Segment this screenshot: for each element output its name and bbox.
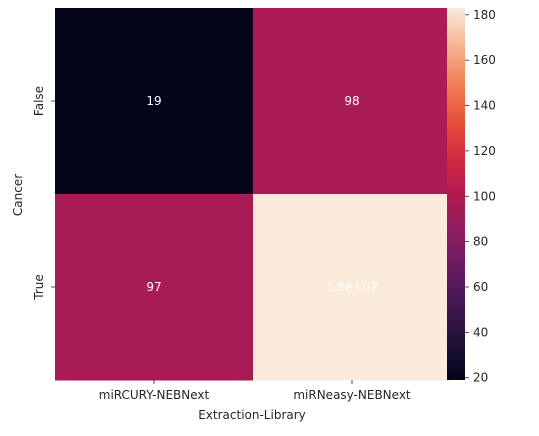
colorbar-tick-label: 100 bbox=[473, 189, 496, 203]
cell-annotations: 19 98 97 1.8e+02 bbox=[146, 94, 378, 294]
colorbar: 20 40 60 80 100 120 140 160 180 bbox=[447, 8, 496, 385]
colorbar-tick-label: 40 bbox=[473, 325, 488, 339]
x-tick-label: miRCURY-NEBNext bbox=[99, 388, 210, 402]
heatmap-cells bbox=[55, 8, 452, 381]
x-axis-label: Extraction-Library bbox=[198, 408, 306, 422]
heatmap-cell bbox=[55, 194, 254, 381]
heatmap-cell bbox=[253, 8, 452, 195]
y-axis: False True bbox=[32, 86, 55, 301]
x-axis: miRCURY-NEBNext miRNeasy-NEBNext bbox=[99, 380, 411, 402]
colorbar-tick-label: 20 bbox=[473, 371, 488, 385]
x-tick-label: miRNeasy-NEBNext bbox=[293, 388, 411, 402]
cell-annotation: 98 bbox=[344, 94, 359, 108]
y-axis-label: Cancer bbox=[11, 174, 25, 216]
heatmap-cell bbox=[55, 8, 254, 195]
y-tick-label: True bbox=[32, 274, 46, 301]
cell-annotation: 97 bbox=[146, 280, 161, 294]
colorbar-tick-label: 80 bbox=[473, 235, 488, 249]
cell-annotation: 19 bbox=[146, 94, 161, 108]
colorbar-tick-label: 140 bbox=[473, 99, 496, 113]
colorbar-tick-label: 60 bbox=[473, 280, 488, 294]
colorbar-tick-label: 160 bbox=[473, 53, 496, 67]
colorbar-gradient bbox=[447, 8, 465, 380]
cell-annotation: 1.8e+02 bbox=[326, 280, 378, 294]
colorbar-tick-label: 120 bbox=[473, 144, 496, 158]
y-tick-label: False bbox=[32, 86, 46, 116]
heatmap-cell bbox=[253, 194, 452, 381]
colorbar-tick-label: 180 bbox=[473, 8, 496, 22]
